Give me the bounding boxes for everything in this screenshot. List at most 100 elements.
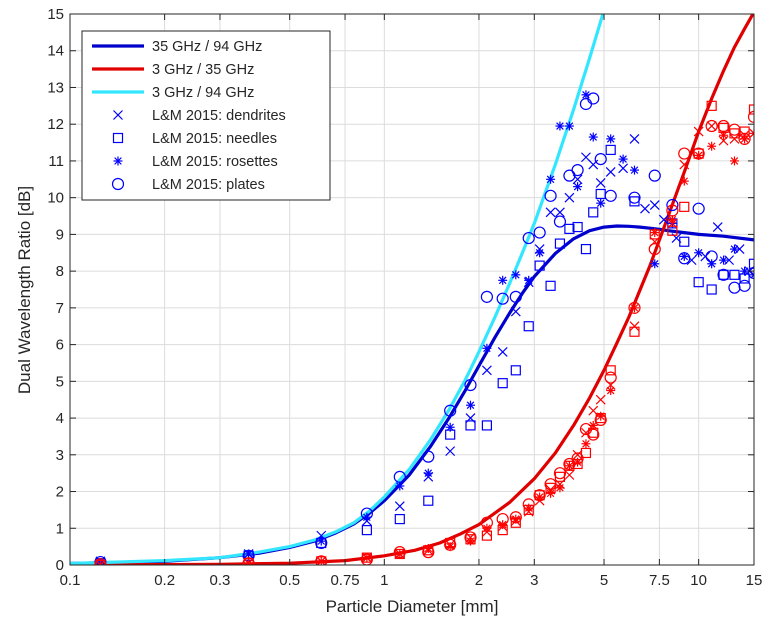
legend-label: L&M 2015: needles	[152, 131, 277, 147]
scatter-point-1	[361, 525, 372, 536]
legend-marker-swatch	[113, 156, 123, 166]
scatter-point-3	[496, 292, 509, 305]
x-tick-label: 1	[380, 572, 388, 589]
scatter-point-7	[315, 555, 328, 565]
scatter-point-2	[618, 154, 628, 164]
x-tick-label: 0.1	[60, 572, 81, 589]
x-tick-label: 15	[746, 572, 763, 589]
scatter-point-2	[555, 121, 565, 131]
scatter-point-0	[481, 365, 492, 376]
scatter-point-0	[445, 446, 456, 457]
y-tick-label: 0	[56, 557, 64, 574]
scatter-point-6	[465, 536, 475, 546]
scatter-point-7	[705, 119, 718, 133]
scatter-point-4	[679, 159, 690, 170]
scatter-point-2	[423, 468, 433, 478]
scatter-point-6	[596, 411, 606, 421]
scatter-point-7	[553, 467, 567, 480]
scatter-point-2	[629, 165, 639, 175]
scatter-point-0	[658, 214, 669, 225]
scatter-point-3	[666, 198, 679, 212]
scatter-point-7	[464, 531, 477, 544]
scatter-point-7	[563, 457, 576, 471]
scatter-point-5	[679, 201, 690, 212]
x-tick-label: 3	[530, 572, 538, 589]
scatter-point-2	[445, 422, 455, 432]
scatter-point-3	[717, 268, 730, 281]
scatter-point-7	[571, 452, 584, 465]
x-tick-label: 0.5	[279, 572, 300, 589]
scatter-point-3	[315, 536, 328, 550]
scatter-point-2	[719, 255, 729, 265]
scatter-point-7	[509, 511, 522, 524]
scatter-point-7	[444, 538, 457, 551]
scatter-point-2	[606, 134, 616, 144]
scatter-point-7	[587, 428, 600, 441]
y-tick-label: 9	[56, 226, 64, 243]
scatter-point-7	[522, 498, 535, 511]
legend-label: 3 GHz / 35 GHz	[152, 62, 254, 78]
scatter-point-3	[705, 250, 718, 263]
scatter-point-7	[717, 119, 730, 133]
scatter-point-6	[395, 549, 405, 559]
scatter-point-0	[595, 178, 606, 188]
scatter-point-6	[555, 483, 565, 493]
scatter-point-4	[693, 126, 704, 137]
scatter-point-3	[522, 231, 535, 245]
scatter-point-1	[523, 321, 534, 332]
legend-marker-swatch	[112, 132, 124, 144]
scatter-point-3	[509, 290, 522, 303]
x-axis: 0.1 0.2 0.3 0.5 0.75 1 2 3 5 7.5 10 15	[60, 14, 763, 589]
scatter-point-2	[511, 270, 521, 280]
y-tick-label: 10	[47, 190, 64, 207]
scatter-point-2	[588, 132, 598, 142]
x-tick-label: 7.5	[649, 572, 670, 589]
scatter-point-1	[729, 269, 740, 280]
scatter-point-3	[422, 450, 435, 463]
scatter-point-0	[629, 133, 640, 144]
scatter-point-6	[679, 176, 689, 186]
x-tick-label: 5	[600, 572, 608, 589]
scatter-point-2	[740, 266, 750, 276]
scatter-point-0	[510, 306, 521, 317]
scatter-point-1	[497, 378, 508, 389]
scatter-point-0	[712, 222, 723, 232]
scatter-point-7	[678, 147, 691, 160]
scatter-point-6	[244, 558, 254, 565]
scatter-point-1	[588, 207, 599, 218]
scatter-point-0	[640, 203, 650, 214]
scatter-point-7	[544, 478, 557, 491]
scatter-point-2	[650, 259, 660, 269]
x-tick-label: 10	[690, 572, 707, 589]
scatter-point-0	[618, 163, 629, 174]
y-tick-label: 6	[56, 337, 64, 354]
scatter-point-3	[480, 290, 494, 303]
scatter-point-7	[94, 558, 107, 565]
scatter-point-4	[564, 470, 575, 480]
scatter-point-2	[573, 182, 583, 192]
y-tick-label: 13	[47, 79, 64, 96]
scatter-point-2	[729, 244, 739, 254]
scatter-point-1	[718, 269, 729, 280]
scatter-point-6	[546, 488, 556, 498]
scatter-point-3	[587, 92, 600, 105]
scatter-point-6	[707, 141, 717, 151]
scatter-point-4	[595, 394, 606, 405]
scatter-point-7	[594, 413, 607, 427]
y-tick-label: 8	[56, 263, 64, 280]
scatter-point-6	[524, 503, 534, 513]
scatter-point-0	[545, 207, 556, 218]
scatter-point-1	[554, 238, 566, 249]
legend-marker-swatch	[113, 110, 123, 120]
scatter-point-7	[604, 371, 617, 384]
scatter-point-6	[581, 439, 591, 449]
scatter-point-3	[444, 404, 457, 417]
scatter-point-6	[650, 228, 660, 238]
scatter-point-6	[694, 150, 704, 160]
scatter-point-6	[564, 461, 574, 471]
scatter-point-1	[534, 260, 545, 271]
scatter-point-3	[571, 164, 584, 177]
x-tick-label: 0.2	[154, 572, 175, 589]
